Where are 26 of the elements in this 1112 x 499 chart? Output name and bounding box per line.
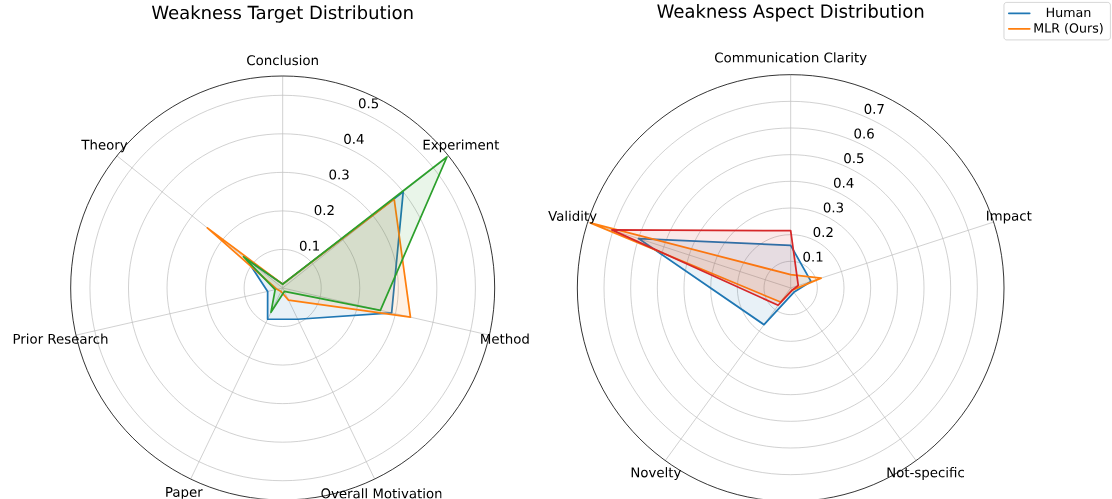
legend-label: MLR (Ours) xyxy=(1034,23,1103,35)
y-tick-label: 0.7 xyxy=(864,104,884,115)
y-tick-label: 0.2 xyxy=(813,227,833,238)
spoke-label: Method xyxy=(481,333,529,345)
chart-title: Weakness Aspect Distribution xyxy=(657,4,924,22)
spoke-label: Communication Clarity xyxy=(715,52,867,66)
spoke-label: Paper xyxy=(166,487,203,499)
spoke-label: Novelty xyxy=(631,467,682,481)
y-tick-label: 0.5 xyxy=(358,98,379,109)
y-tick-label: 0.4 xyxy=(344,134,364,145)
y-tick-label: 0.1 xyxy=(299,240,319,251)
y-tick-label: 0.3 xyxy=(329,169,349,180)
y-tick-label: 0.5 xyxy=(844,153,864,164)
y-tick-label: 0.1 xyxy=(803,251,823,262)
y-tick-label: 0.4 xyxy=(833,177,854,189)
y-tick-label: 0.2 xyxy=(314,205,334,216)
spoke-label: Prior Research xyxy=(13,333,108,345)
spoke-label: Validity xyxy=(548,210,597,224)
y-tick-label: 0.6 xyxy=(854,128,874,139)
spoke-label: Impact xyxy=(987,211,1032,224)
chart-title: Weakness Target Distribution xyxy=(151,5,413,23)
spoke-label: Experiment xyxy=(423,139,500,153)
y-tick-label: 0.3 xyxy=(823,202,844,213)
spoke-label: Theory xyxy=(81,139,128,153)
legend-label: Human xyxy=(1046,7,1091,18)
spoke-label: Conclusion xyxy=(247,55,318,66)
